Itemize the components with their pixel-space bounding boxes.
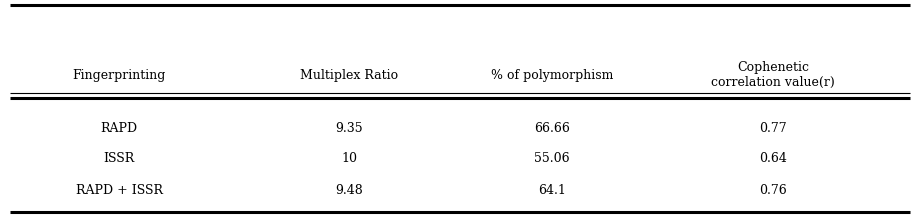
Text: Cophenetic
correlation value(r): Cophenetic correlation value(r)	[711, 61, 834, 89]
Text: 10: 10	[341, 152, 357, 164]
Text: ISSR: ISSR	[103, 152, 134, 164]
Text: 9.35: 9.35	[335, 122, 363, 135]
Text: Multiplex Ratio: Multiplex Ratio	[300, 69, 398, 82]
Text: RAPD + ISSR: RAPD + ISSR	[76, 183, 162, 196]
Text: 0.76: 0.76	[759, 183, 787, 196]
Text: 66.66: 66.66	[534, 122, 570, 135]
Text: % of polymorphism: % of polymorphism	[491, 69, 613, 82]
Text: 64.1: 64.1	[538, 183, 565, 196]
Text: 55.06: 55.06	[534, 152, 570, 164]
Text: Fingerprinting: Fingerprinting	[73, 69, 166, 82]
Text: 0.64: 0.64	[759, 152, 787, 164]
Text: 9.48: 9.48	[335, 183, 363, 196]
Text: 0.77: 0.77	[759, 122, 787, 135]
Text: RAPD: RAPD	[100, 122, 137, 135]
